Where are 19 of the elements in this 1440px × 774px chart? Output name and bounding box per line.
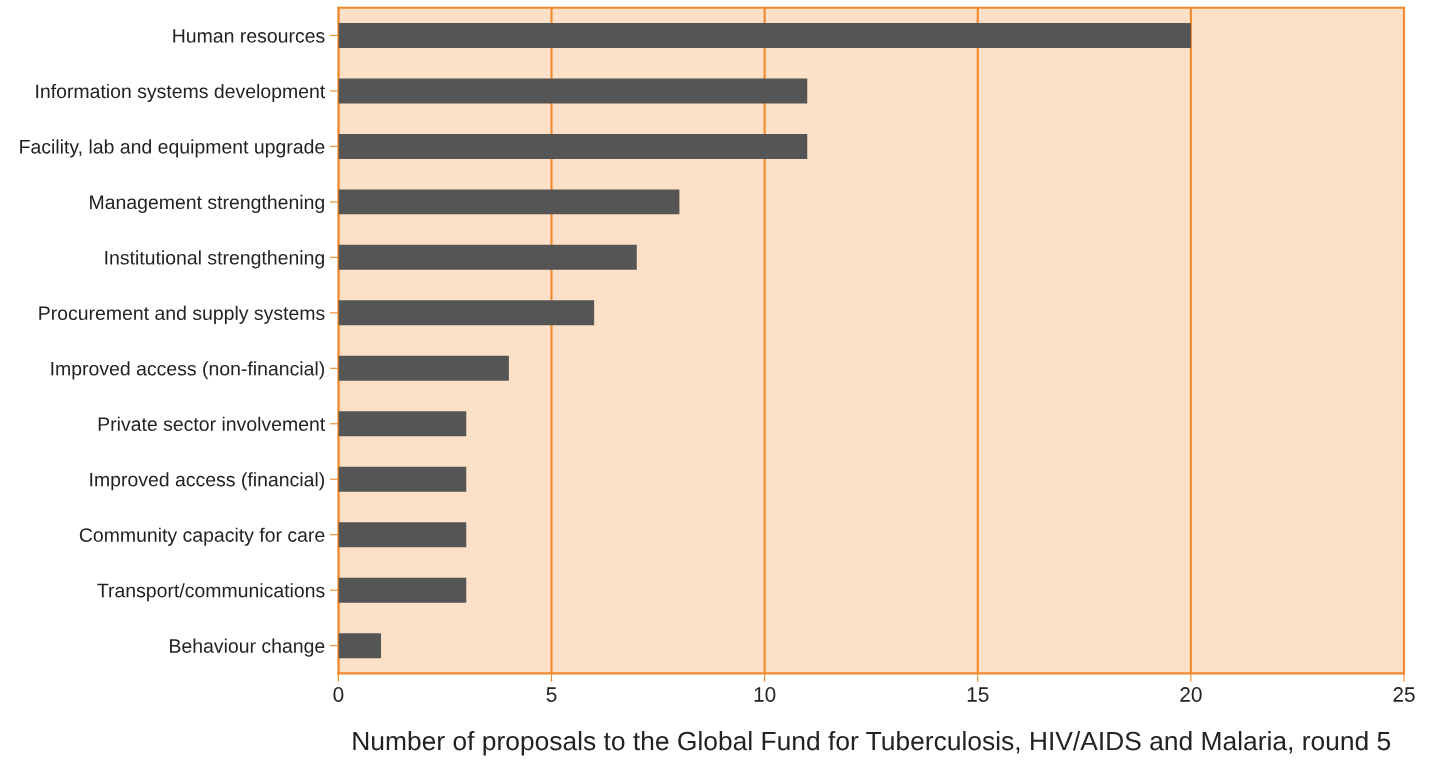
x-tick-label: 25 — [1393, 687, 1415, 702]
y-tick-label: Management strengthening — [90, 194, 324, 213]
x-tick-label: 15 — [967, 687, 989, 702]
y-tick-label: Improved access (non-financial) — [51, 361, 325, 380]
y-tick-label: Private sector involvement — [98, 416, 326, 431]
x-tick-label: 20 — [1180, 687, 1202, 702]
y-tick-label: Information systems development — [36, 83, 326, 103]
y-tick-label: Procurement and supply systems — [39, 305, 325, 324]
y-tick-label: Improved access (financial) — [90, 472, 325, 491]
x-tick-label: 10 — [754, 687, 776, 702]
y-tick-label: Community capacity for care — [79, 527, 325, 546]
y-tick-label: Human resources — [173, 29, 325, 43]
x-axis-title: Number of proposals to the Global Fund for Tuberculosis, HIV/AIDS and Malaria, round 5 — [353, 730, 1391, 756]
x-tick-label: 0 — [333, 687, 344, 702]
y-tick-label: Transport/communications — [97, 583, 325, 602]
y-tick-label: Facility, lab and equipment upgrade — [20, 139, 325, 158]
y-tick-label: Behaviour change — [170, 638, 325, 657]
x-tick-label: 5 — [546, 687, 557, 702]
y-tick-label: Institutional strengthening — [105, 250, 324, 269]
